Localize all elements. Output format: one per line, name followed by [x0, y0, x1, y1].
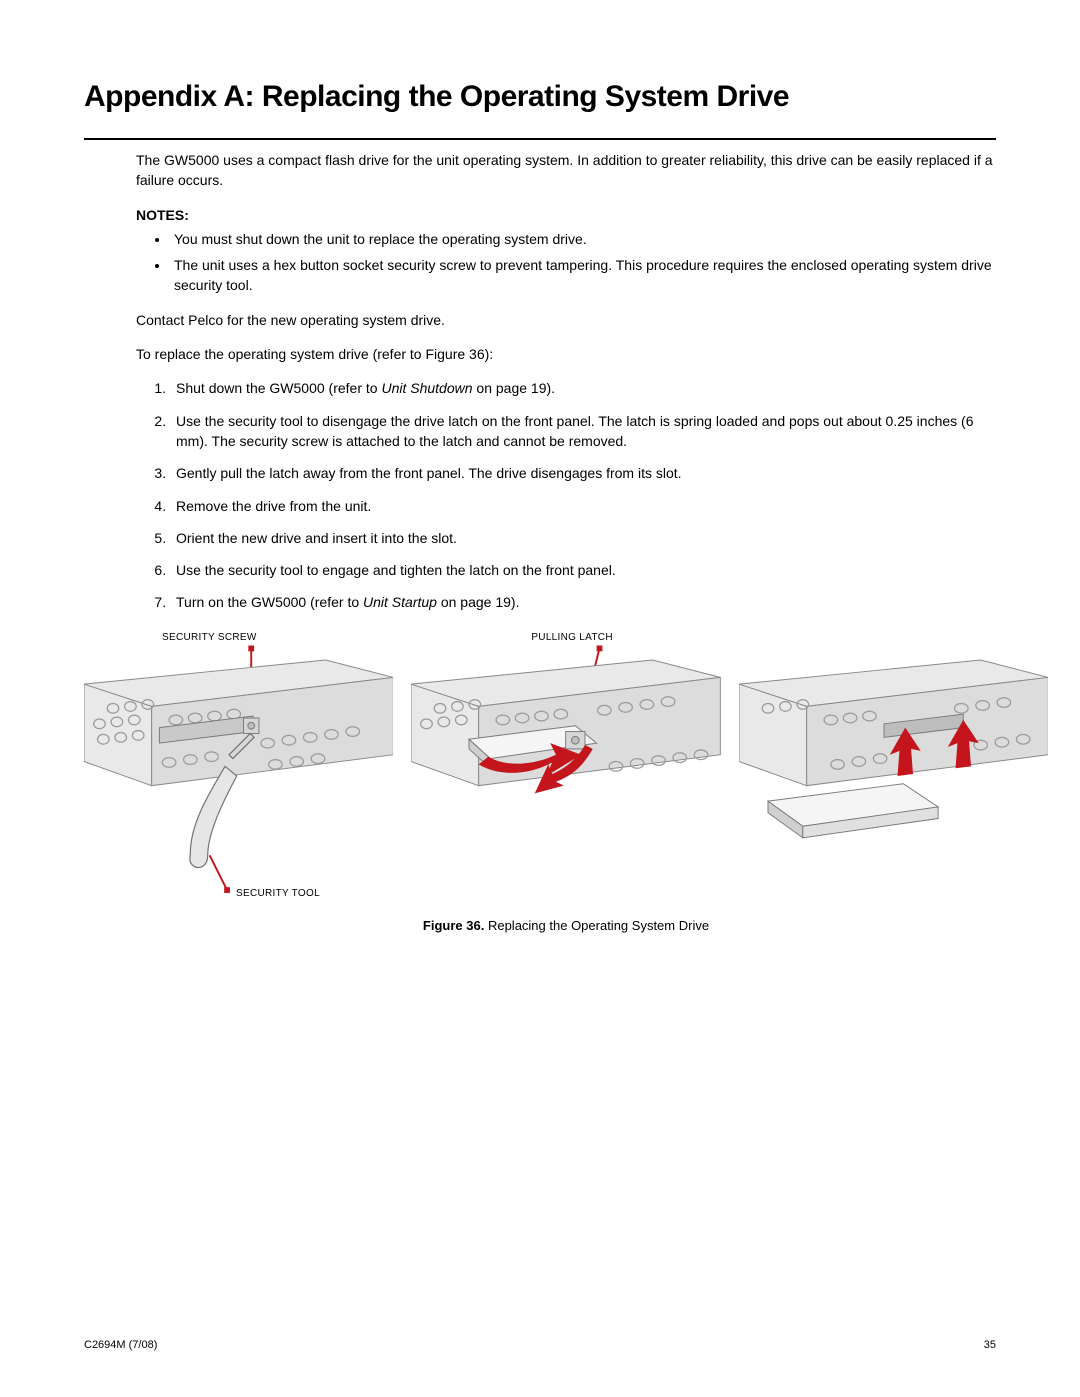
- step-item: Gently pull the latch away from the fron…: [170, 463, 996, 483]
- diagram-icon: [739, 631, 1048, 902]
- caption-lead: Figure 36.: [423, 918, 484, 933]
- xref: Unit Startup: [363, 594, 437, 610]
- notes-item: You must shut down the unit to replace t…: [170, 229, 996, 249]
- title-rule: [84, 138, 996, 140]
- intro-paragraph: The GW5000 uses a compact flash drive fo…: [136, 150, 996, 191]
- step-item: Remove the drive from the unit.: [170, 496, 996, 516]
- footer-left: C2694M (7/08): [84, 1339, 157, 1351]
- replace-lead: To replace the operating system drive (r…: [136, 344, 996, 364]
- xref: Unit Shutdown: [381, 380, 472, 396]
- page: Appendix A: Replacing the Operating Syst…: [0, 0, 1080, 1397]
- figure-panel-3: [739, 631, 1048, 902]
- body: The GW5000 uses a compact flash drive fo…: [84, 150, 996, 936]
- label-pulling-latch: PULLING LATCH: [531, 631, 613, 646]
- diagram-icon: [84, 631, 393, 902]
- step-item: Use the security tool to engage and tigh…: [170, 560, 996, 580]
- label-security-screw: SECURITY SCREW: [162, 631, 257, 646]
- caption-text: Replacing the Operating System Drive: [484, 918, 709, 933]
- step-text: on page 19).: [437, 594, 520, 610]
- notes-list: You must shut down the unit to replace t…: [136, 229, 996, 296]
- diagram-icon: [411, 631, 720, 902]
- step-item: Turn on the GW5000 (refer to Unit Startu…: [170, 592, 996, 612]
- label-security-tool: SECURITY TOOL: [236, 887, 320, 902]
- contact-paragraph: Contact Pelco for the new operating syst…: [136, 310, 996, 330]
- notes-item: The unit uses a hex button socket securi…: [170, 255, 996, 296]
- steps-list: Shut down the GW5000 (refer to Unit Shut…: [136, 378, 996, 612]
- footer-page-number: 35: [984, 1339, 996, 1351]
- figure-caption: Figure 36. Replacing the Operating Syste…: [136, 917, 996, 936]
- figure-row: SECURITY SCREW SECURITY TOOL: [84, 631, 1048, 902]
- step-text: Shut down the GW5000 (refer to: [176, 380, 381, 396]
- figure-panel-2: PULLING LATCH: [411, 631, 720, 902]
- step-item: Orient the new drive and insert it into …: [170, 528, 996, 548]
- figure-panel-1: SECURITY SCREW SECURITY TOOL: [84, 631, 393, 902]
- page-title: Appendix A: Replacing the Operating Syst…: [84, 80, 996, 114]
- step-item: Use the security tool to disengage the d…: [170, 411, 996, 452]
- step-text: on page 19).: [473, 380, 556, 396]
- notes-heading: NOTES:: [136, 205, 996, 225]
- step-text: Turn on the GW5000 (refer to: [176, 594, 363, 610]
- step-item: Shut down the GW5000 (refer to Unit Shut…: [170, 378, 996, 398]
- page-footer: C2694M (7/08) 35: [84, 1339, 996, 1351]
